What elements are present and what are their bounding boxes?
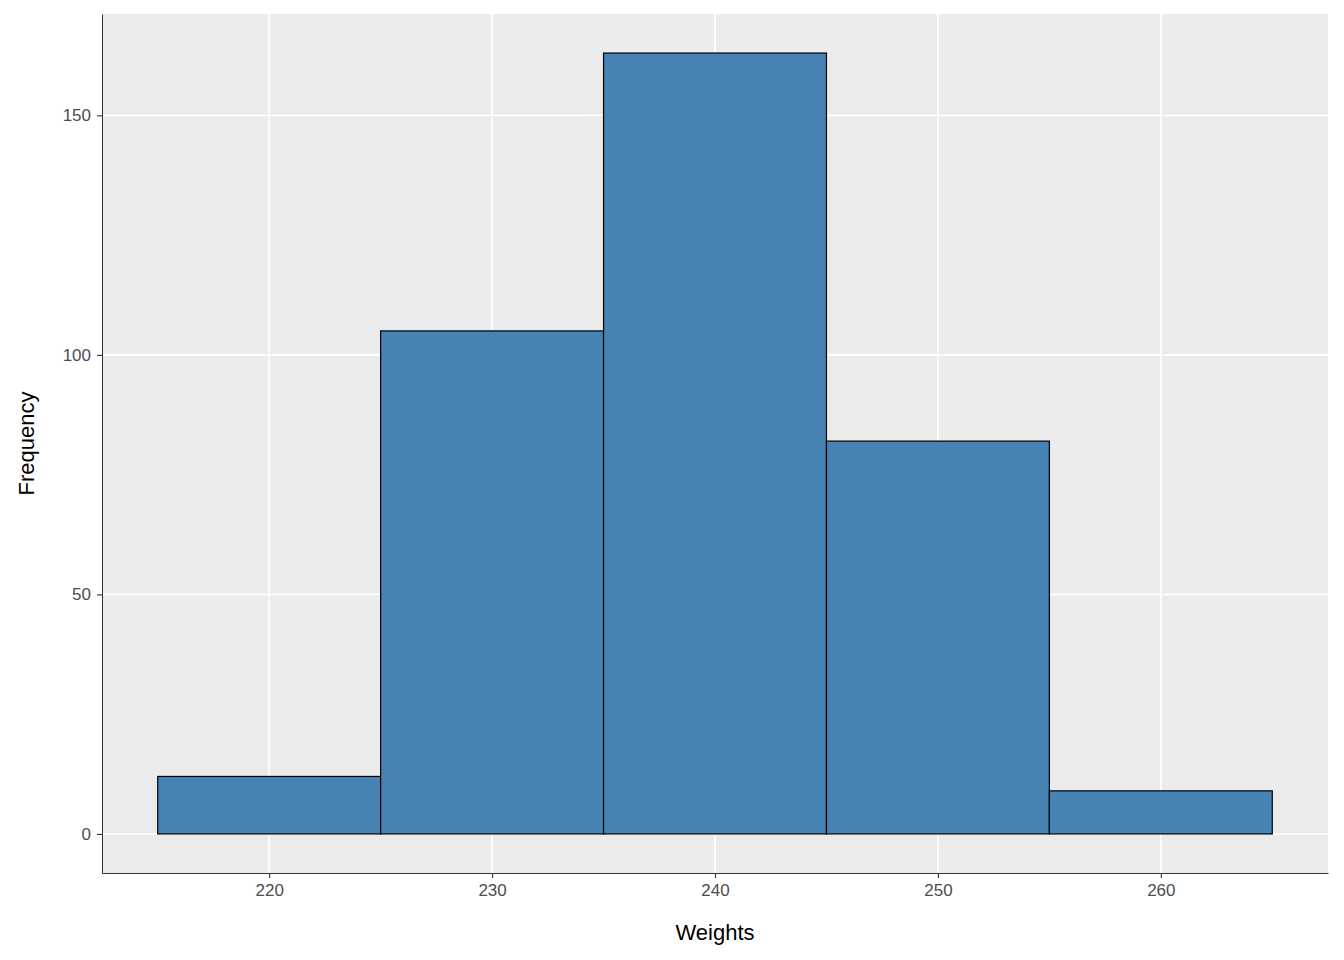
x-axis-tick-label: 240 — [701, 881, 729, 900]
histogram-bar — [826, 441, 1049, 834]
histogram-bar — [158, 776, 381, 833]
grid — [102, 14, 1328, 873]
x-axis-tick: 260 — [1147, 873, 1175, 900]
x-axis-tick-mark — [492, 873, 493, 878]
bars — [158, 53, 1273, 834]
y-axis-tick-label: 50 — [72, 585, 91, 604]
x-axis-tick-mark — [269, 873, 270, 878]
x-axis-tick-mark — [938, 873, 939, 878]
x-axis-tick-label: 250 — [924, 881, 952, 900]
x-axis-tick-label: 230 — [478, 881, 506, 900]
y-axis-tick-mark — [97, 594, 102, 595]
x-axis-tick: 240 — [701, 873, 729, 900]
x-axis-tick: 250 — [924, 873, 952, 900]
x-axis: 220 230 240 250 260 — [103, 873, 1329, 900]
y-axis-title: Frequency — [14, 392, 39, 496]
y-axis-tick-mark — [97, 115, 102, 116]
histogram-bar — [604, 53, 827, 834]
histogram-bar — [1049, 791, 1272, 834]
x-axis-tick: 220 — [255, 873, 283, 900]
x-axis-tick-mark — [715, 873, 716, 878]
y-axis-tick-label: 150 — [63, 106, 91, 125]
grid-line-x — [268, 14, 270, 873]
plot-background — [102, 14, 1328, 873]
x-axis-tick-label: 220 — [255, 881, 283, 900]
x-axis-title: Weights — [675, 920, 754, 945]
y-axis-tick-label: 0 — [82, 825, 91, 844]
y-axis-tick: 0 — [82, 825, 102, 844]
y-axis: 0 50 100 150 — [63, 15, 103, 874]
histogram-bar — [381, 331, 604, 834]
y-axis-tick-label: 100 — [63, 346, 91, 365]
x-axis-tick-mark — [1161, 873, 1162, 878]
y-axis-tick: 150 — [63, 106, 102, 125]
x-axis-tick-label: 260 — [1147, 881, 1175, 900]
chart: 220 230 240 250 260 0 50 100 150 Weights Frequency — [0, 0, 1344, 960]
y-axis-tick: 50 — [72, 585, 102, 604]
y-axis-tick-mark — [97, 834, 102, 835]
grid-line-x — [1160, 14, 1162, 873]
y-axis-tick: 100 — [63, 346, 102, 365]
x-axis-tick: 230 — [478, 873, 506, 900]
y-axis-line — [102, 15, 103, 874]
y-axis-tick-mark — [97, 355, 102, 356]
